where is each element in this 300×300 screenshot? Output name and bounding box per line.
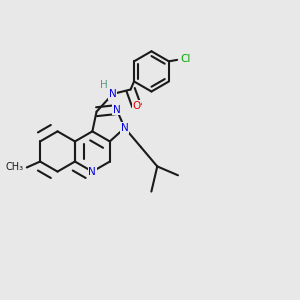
Text: CH₃: CH₃	[5, 163, 23, 172]
Text: N: N	[88, 167, 96, 177]
Text: O: O	[132, 101, 141, 111]
Text: N: N	[121, 123, 129, 133]
Text: Cl: Cl	[180, 54, 190, 64]
Text: N: N	[109, 89, 117, 99]
Text: N: N	[113, 105, 120, 115]
Text: H: H	[100, 80, 108, 90]
